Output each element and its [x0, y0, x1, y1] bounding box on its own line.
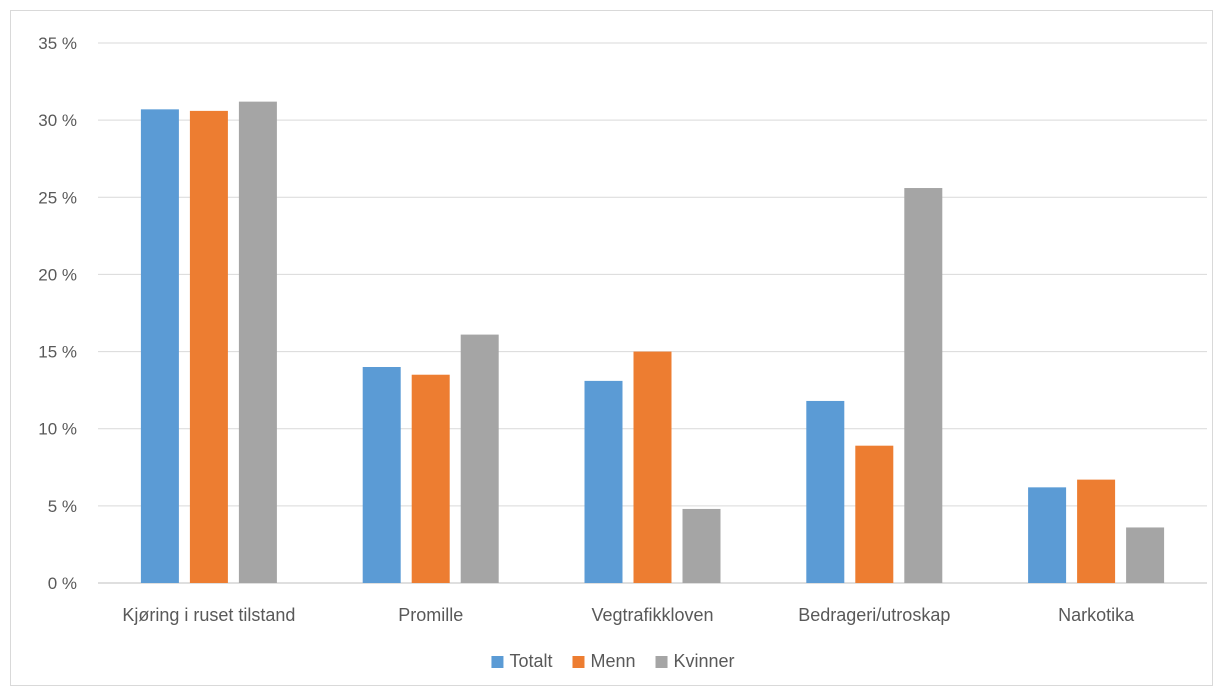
bar-menn-1 [411, 374, 450, 583]
y-tick-label: 35 % [38, 34, 77, 53]
y-axis-ticks: 0 % 5 % 10 % 15 % 20 % 25 % 30 % 35 % [38, 34, 77, 593]
bar-totalt-2 [584, 380, 623, 583]
bar-kvinner-1 [460, 334, 499, 583]
x-axis-labels: Kjøring i ruset tilstand Promille Vegtrafi… [122, 605, 1135, 625]
y-tick-label: 0 % [48, 574, 77, 593]
legend-swatch-menn [572, 656, 585, 668]
x-category-label: Narkotika [1058, 605, 1135, 625]
bar-totalt-0 [140, 109, 179, 583]
bar-totalt-3 [806, 400, 845, 583]
x-category-label: Promille [398, 605, 463, 625]
y-tick-label: 10 % [38, 420, 77, 439]
y-tick-label: 20 % [38, 265, 77, 284]
bar-kvinner-4 [1126, 527, 1165, 583]
y-tick-label: 30 % [38, 111, 77, 130]
legend-label-menn: Menn [590, 651, 635, 671]
x-category-label: Bedrageri/utroskap [798, 605, 950, 625]
bar-kvinner-2 [682, 508, 721, 583]
legend: Totalt Menn Kvinner [491, 651, 735, 671]
x-category-label: Vegtrafikkloven [591, 605, 713, 625]
legend-swatch-totalt [491, 656, 504, 668]
bar-kvinner-0 [238, 101, 277, 583]
bar-menn-3 [855, 445, 894, 583]
gridlines [98, 42, 1207, 584]
bar-totalt-4 [1028, 487, 1067, 583]
y-tick-label: 5 % [48, 497, 77, 516]
bar-menn-2 [633, 351, 672, 583]
x-category-label: Kjøring i ruset tilstand [122, 605, 295, 625]
y-tick-label: 25 % [38, 188, 77, 207]
bar-kvinner-3 [904, 188, 943, 583]
bar-menn-4 [1077, 479, 1116, 583]
y-tick-label: 15 % [38, 343, 77, 362]
bar-menn-0 [189, 110, 228, 583]
legend-swatch-kvinner [655, 656, 668, 668]
bars [140, 101, 1165, 583]
legend-label-totalt: Totalt [509, 651, 552, 671]
legend-label-kvinner: Kvinner [674, 651, 735, 671]
bar-totalt-1 [362, 367, 401, 583]
